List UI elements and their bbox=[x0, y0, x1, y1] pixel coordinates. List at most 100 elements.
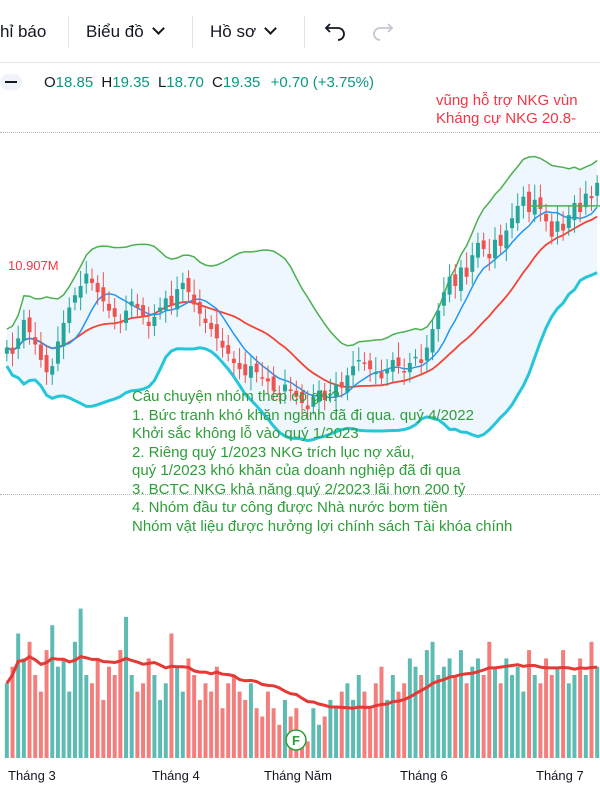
candle-body bbox=[158, 307, 163, 312]
candle-body bbox=[356, 359, 361, 362]
high-value: 19.35 bbox=[112, 74, 150, 91]
volume-bar bbox=[430, 641, 435, 758]
volume-bar bbox=[572, 675, 577, 758]
candle-body bbox=[67, 307, 72, 323]
volume-bar bbox=[163, 683, 168, 758]
candle-body bbox=[441, 292, 446, 306]
volume-bar bbox=[549, 675, 554, 758]
x-tick-label: Tháng 7 bbox=[536, 768, 584, 783]
volume-bar bbox=[589, 641, 594, 758]
candle-body bbox=[447, 276, 452, 295]
volume-bar bbox=[265, 691, 270, 758]
volume-bar bbox=[407, 658, 412, 758]
volume-bar bbox=[226, 683, 231, 758]
candle-body bbox=[555, 221, 560, 232]
candle-body bbox=[10, 347, 15, 354]
volume-bar bbox=[424, 650, 429, 758]
undo-button[interactable] bbox=[320, 18, 348, 46]
candle-body bbox=[334, 384, 339, 397]
volume-bar bbox=[373, 683, 378, 758]
story-line: 3. BCTC NKG khả năng quý 2/2023 lãi hơn … bbox=[132, 480, 466, 498]
volume-bar bbox=[33, 675, 38, 758]
candle-body bbox=[33, 337, 38, 345]
ma-slow-line bbox=[6, 215, 598, 388]
volume-bar bbox=[544, 658, 549, 758]
bollinger-upper-line bbox=[6, 155, 598, 347]
candle-body bbox=[197, 302, 202, 314]
candle-body bbox=[55, 341, 60, 364]
candle-body bbox=[532, 199, 537, 215]
volume-bar bbox=[44, 650, 49, 758]
volume-bar bbox=[84, 675, 89, 758]
volume-bar bbox=[322, 716, 327, 758]
profile-menu-button[interactable]: Hồ sơ bbox=[210, 18, 277, 46]
candle-body bbox=[373, 372, 378, 375]
volume-bar bbox=[419, 675, 424, 758]
candle-body bbox=[271, 376, 276, 391]
close-label: C bbox=[212, 74, 223, 91]
volume-bar bbox=[67, 691, 72, 758]
volume-bar bbox=[72, 641, 77, 758]
candle-body bbox=[61, 322, 66, 347]
volume-bar bbox=[27, 641, 32, 758]
volume-bar bbox=[578, 658, 583, 758]
volume-bar bbox=[510, 675, 515, 758]
candle-body bbox=[317, 390, 322, 402]
candle-body bbox=[402, 371, 407, 373]
volume-bar bbox=[248, 683, 253, 758]
open-value: 18.85 bbox=[55, 74, 94, 91]
candle-body bbox=[129, 301, 134, 306]
candle-body bbox=[390, 359, 395, 372]
volume-bar bbox=[487, 641, 492, 758]
toolbar-divider bbox=[68, 16, 69, 48]
story-line: Khởi sắc không lỗ vào quý 1/2023 bbox=[132, 425, 359, 442]
candle-body bbox=[141, 305, 146, 317]
candle-body bbox=[300, 391, 304, 404]
candle-body bbox=[493, 239, 497, 259]
volume-bar bbox=[345, 683, 350, 758]
volume-bar bbox=[498, 683, 503, 758]
chart-menu-label: Biểu đồ bbox=[86, 22, 144, 41]
volume-bar bbox=[390, 675, 395, 758]
candle-body bbox=[328, 393, 333, 396]
volume-bar bbox=[152, 675, 157, 758]
candle-body bbox=[265, 378, 270, 382]
candle-body bbox=[112, 308, 117, 317]
bollinger-band-fill bbox=[6, 156, 598, 441]
volume-bar bbox=[532, 675, 537, 758]
volume-bar bbox=[231, 675, 236, 758]
collapse-legend-button[interactable] bbox=[0, 74, 22, 90]
open-label: O bbox=[44, 74, 56, 91]
volume-bar bbox=[464, 683, 469, 758]
volume-bar bbox=[186, 658, 191, 758]
ohlc-legend: O18.85 H19.35 L18.70 C19.35 +0.70 (+3.75… bbox=[44, 74, 374, 91]
candle-body bbox=[424, 347, 429, 361]
volume-bar bbox=[38, 691, 43, 758]
volume-bar bbox=[368, 708, 373, 758]
candle-body bbox=[135, 303, 140, 308]
candle-body bbox=[27, 317, 32, 333]
candle-body bbox=[38, 344, 43, 360]
candle-body bbox=[322, 390, 327, 400]
volume-bar bbox=[441, 666, 446, 758]
candle-body bbox=[21, 319, 26, 341]
volume-bar bbox=[129, 675, 134, 758]
volume-bar bbox=[356, 675, 361, 758]
change-value: +0.70 (+3.75%) bbox=[270, 74, 374, 91]
volume-bar bbox=[447, 658, 452, 758]
candle-body bbox=[146, 321, 151, 327]
candle-body bbox=[498, 234, 503, 246]
volume-bar bbox=[146, 658, 151, 758]
indicators-button[interactable]: hỉ báo bbox=[0, 18, 46, 46]
candle-body bbox=[226, 345, 231, 354]
volume-bar bbox=[118, 650, 123, 758]
redo-button[interactable] bbox=[370, 18, 398, 46]
candle-body bbox=[118, 321, 123, 324]
candle-body bbox=[345, 375, 350, 393]
chart-menu-button[interactable]: Biểu đồ bbox=[86, 18, 165, 46]
volume-bar bbox=[260, 716, 265, 758]
candle-body bbox=[169, 295, 174, 305]
low-value: 18.70 bbox=[166, 74, 204, 91]
volume-bar bbox=[402, 683, 407, 758]
